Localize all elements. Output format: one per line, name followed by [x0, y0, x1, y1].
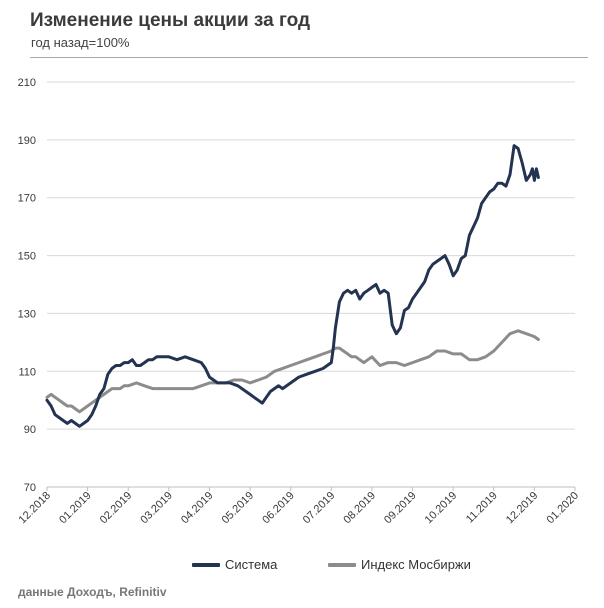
y-tick-label: 210 — [18, 77, 36, 89]
x-tick-label: 12.2018 — [17, 490, 54, 527]
x-tick-label: 01.2020 — [545, 490, 582, 527]
x-tick-label: 07.2019 — [301, 490, 338, 527]
x-tick-label: 03.2019 — [138, 490, 175, 527]
line-chart: 70 90 110 130 150 170 190 210 12.2018 01.2019 02.2… — [17, 77, 582, 527]
y-tick-label: 110 — [18, 366, 36, 378]
chart-subtitle: год назад=100% — [31, 35, 130, 50]
x-tick-label: 12.2019 — [504, 490, 541, 527]
y-tick-label: 150 — [18, 251, 36, 263]
x-tick-label: 04.2019 — [179, 490, 216, 527]
legend-item-sistema: Система — [192, 557, 277, 572]
x-tick-label: 01.2019 — [57, 490, 94, 527]
chart-title: Изменение цены акции за год — [30, 10, 311, 31]
legend-label-index: Индекс Мосбиржи — [361, 557, 471, 572]
x-tick-label: 02.2019 — [98, 490, 135, 527]
y-tick-label: 90 — [24, 424, 36, 436]
x-tick-label: 08.2019 — [341, 490, 378, 527]
source-note: данные Доходъ, Refinitiv — [18, 585, 167, 599]
x-tick-label: 06.2019 — [260, 490, 297, 527]
legend-label-sistema: Система — [225, 557, 278, 572]
x-tick-label: 05.2019 — [220, 490, 257, 527]
title-divider — [30, 57, 588, 58]
y-tick-label: 130 — [18, 308, 36, 320]
series-line-sistema — [45, 144, 540, 428]
y-tick-label: 170 — [18, 193, 36, 205]
x-tick-label: 11.2019 — [464, 490, 500, 526]
y-tick-label: 70 — [24, 482, 36, 494]
x-tick-label: 09.2019 — [382, 490, 419, 527]
legend-swatch-index — [328, 562, 356, 567]
x-tick-label: 10.2019 — [423, 490, 460, 527]
legend-item-index: Индекс Мосбиржи — [328, 557, 471, 572]
legend: Система Индекс Мосбиржи — [0, 557, 604, 577]
y-tick-label: 190 — [18, 135, 36, 147]
legend-swatch-sistema — [192, 562, 220, 567]
